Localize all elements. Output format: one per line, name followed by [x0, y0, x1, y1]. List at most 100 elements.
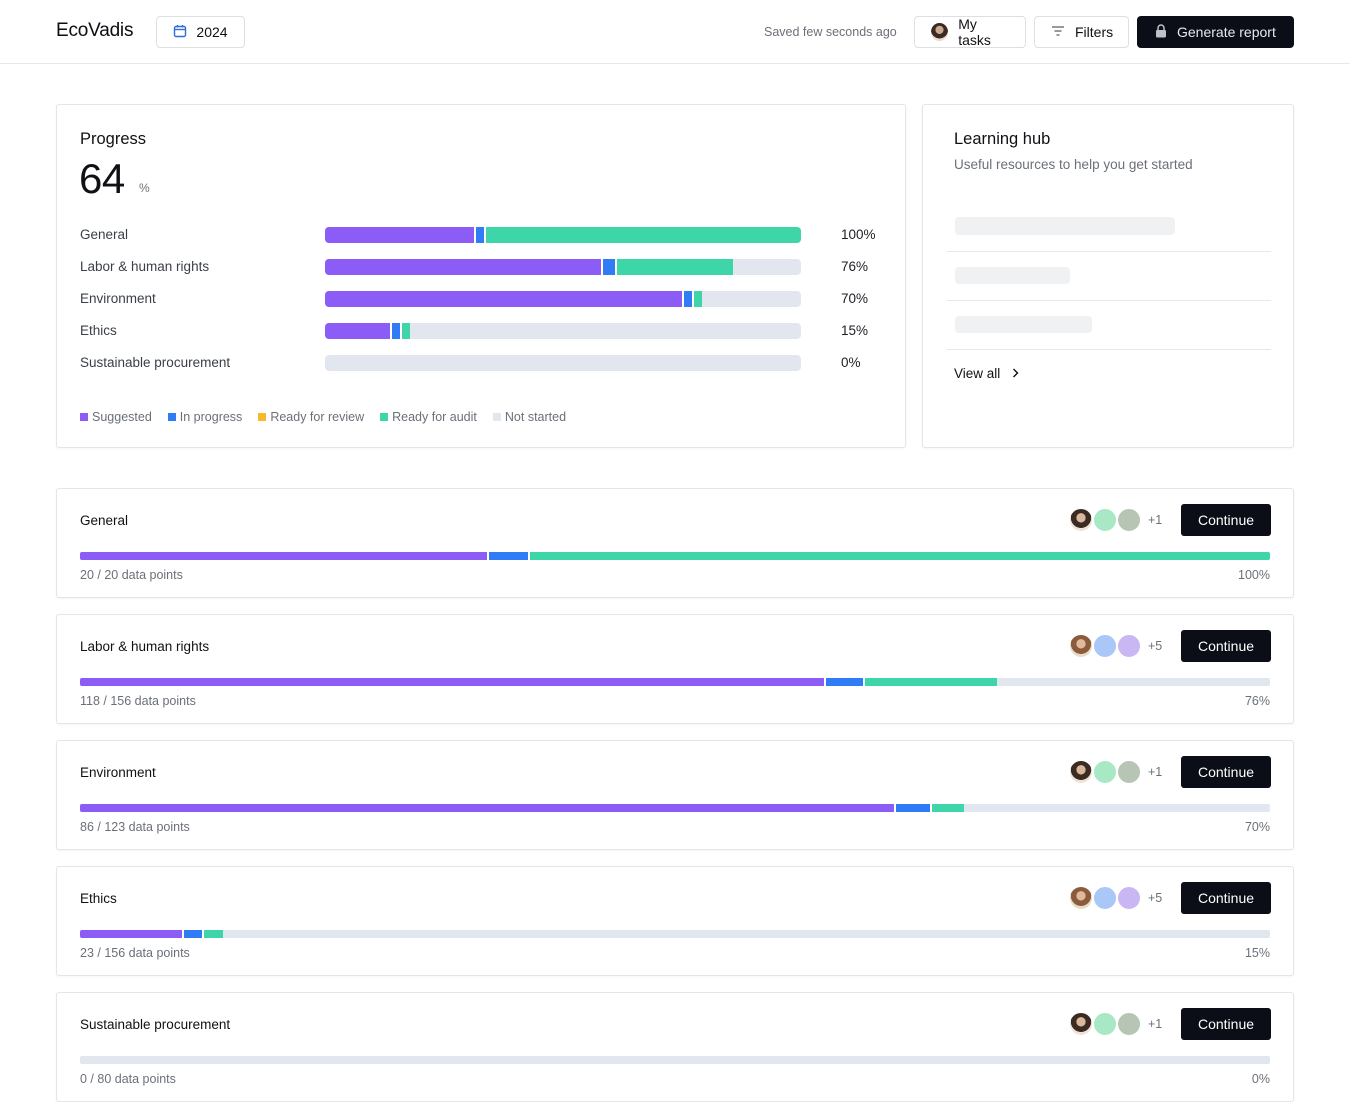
category-label: General [80, 227, 129, 242]
in-progress-segment [489, 552, 530, 560]
learning-hub-title: Learning hub [954, 130, 1051, 148]
learning-hub-subtitle: Useful resources to help you get started [954, 157, 1193, 172]
category-row: Sustainable procurement 0% [80, 355, 890, 371]
legend-swatch [167, 413, 176, 421]
category-row: General 100% [80, 227, 890, 243]
assignee-avatars[interactable]: +1 [1068, 1011, 1162, 1037]
progress-card: Progress 64 % General 100% Labor & human r… [56, 104, 906, 448]
in-progress-segment [183, 930, 204, 938]
legend-swatch [80, 413, 88, 421]
section-progress-bar [80, 804, 1270, 812]
resource-skeleton [955, 217, 1175, 235]
suggested-segment [325, 259, 603, 275]
assignee-avatars[interactable]: +1 [1068, 507, 1162, 533]
avatar [1068, 633, 1094, 659]
avatar [1092, 633, 1118, 659]
section-card: Sustainable procurement +1 Continue 0 / 80 … [56, 992, 1294, 1102]
progress-title: Progress [80, 130, 147, 148]
continue-button[interactable]: Continue [1181, 504, 1271, 536]
ready-for-audit-segment [529, 552, 1270, 560]
category-percent: 15% [841, 323, 869, 338]
my-tasks-label: My tasks [958, 16, 991, 48]
legend-label: In progress [179, 410, 243, 424]
legend-item: Ready for review [258, 410, 364, 424]
avatar [1092, 759, 1118, 785]
avatar [1068, 507, 1094, 533]
assignee-avatars[interactable]: +5 [1068, 633, 1162, 659]
section-progress-bar [80, 1056, 1270, 1064]
suggested-segment [80, 930, 184, 938]
category-progress-bar [325, 323, 801, 339]
in-progress-segment [826, 678, 866, 686]
section-title: Labor & human rights [80, 639, 210, 654]
section-percent: 100% [1238, 568, 1270, 582]
section-card: Environment +1 Continue 86 / 123 data point… [56, 740, 1294, 850]
category-progress-bar [325, 355, 801, 371]
section-percent: 70% [1244, 820, 1270, 834]
avatar [1116, 1011, 1142, 1037]
continue-button[interactable]: Continue [1181, 882, 1271, 914]
category-row: Environment 70% [80, 291, 890, 307]
suggested-segment [80, 552, 490, 560]
category-label: Ethics [80, 323, 117, 338]
my-tasks-button[interactable]: My tasks [914, 16, 1026, 48]
filter-icon [1051, 24, 1065, 40]
view-all-label: View all [954, 366, 1001, 381]
section-title: General [80, 513, 129, 528]
chevron-right-icon [1012, 366, 1019, 381]
category-percent: 100% [841, 227, 876, 242]
legend-item: Not started [492, 410, 567, 424]
section-title: Environment [80, 765, 156, 780]
category-label: Sustainable procurement [80, 355, 231, 370]
continue-button[interactable]: Continue [1181, 1008, 1271, 1040]
progress-unit: % [139, 181, 150, 195]
section-percent: 0% [1251, 1072, 1270, 1086]
user-avatar-icon [931, 23, 949, 41]
ready-for-audit-segment [932, 804, 965, 812]
learning-hub-card: Learning hub Useful resources to help yo… [922, 104, 1294, 448]
ready-for-audit-segment [693, 291, 703, 307]
assignee-avatars[interactable]: +1 [1068, 759, 1162, 785]
more-assignees-count: +1 [1148, 765, 1163, 779]
category-label: Labor & human rights [80, 259, 210, 274]
generate-report-label: Generate report [1177, 24, 1276, 40]
avatar [1092, 885, 1118, 911]
view-all-link[interactable]: View all [954, 366, 1019, 381]
ready-for-audit-segment [203, 930, 223, 938]
section-percent: 76% [1244, 694, 1270, 708]
filters-button[interactable]: Filters [1034, 16, 1129, 48]
avatar [1116, 633, 1142, 659]
legend-label: Not started [504, 410, 567, 424]
suggested-segment [80, 678, 827, 686]
ready-for-audit-segment [401, 323, 411, 339]
lock-icon [1155, 23, 1167, 41]
more-assignees-count: +1 [1148, 1017, 1163, 1031]
data-points-count: 0 / 80 data points [80, 1072, 176, 1086]
saved-status: Saved few seconds ago [764, 25, 897, 39]
legend-item: Ready for audit [380, 410, 477, 424]
more-assignees-count: +1 [1148, 513, 1163, 527]
avatar [1116, 759, 1142, 785]
in-progress-segment [476, 227, 486, 243]
calendar-icon [173, 24, 187, 41]
section-progress-bar [80, 930, 1270, 938]
data-points-count: 20 / 20 data points [80, 568, 183, 582]
section-progress-bar [80, 552, 1270, 560]
year-selector[interactable]: 2024 [156, 16, 245, 48]
section-progress-bar [80, 678, 1270, 686]
divider [947, 349, 1271, 350]
more-assignees-count: +5 [1148, 639, 1163, 653]
ready-for-audit-segment [485, 227, 801, 243]
continue-button[interactable]: Continue [1181, 630, 1271, 662]
legend-label: Suggested [92, 410, 152, 424]
assignee-avatars[interactable]: +5 [1068, 885, 1162, 911]
avatar [1068, 759, 1094, 785]
continue-button[interactable]: Continue [1181, 756, 1271, 788]
brand-logo: EcoVadis [56, 20, 134, 41]
category-percent: 70% [841, 291, 869, 306]
generate-report-button[interactable]: Generate report [1137, 16, 1294, 48]
legend-label: Ready for audit [392, 410, 477, 424]
category-percent: 0% [841, 355, 861, 370]
legend-swatch [258, 413, 267, 421]
in-progress-segment [684, 291, 694, 307]
